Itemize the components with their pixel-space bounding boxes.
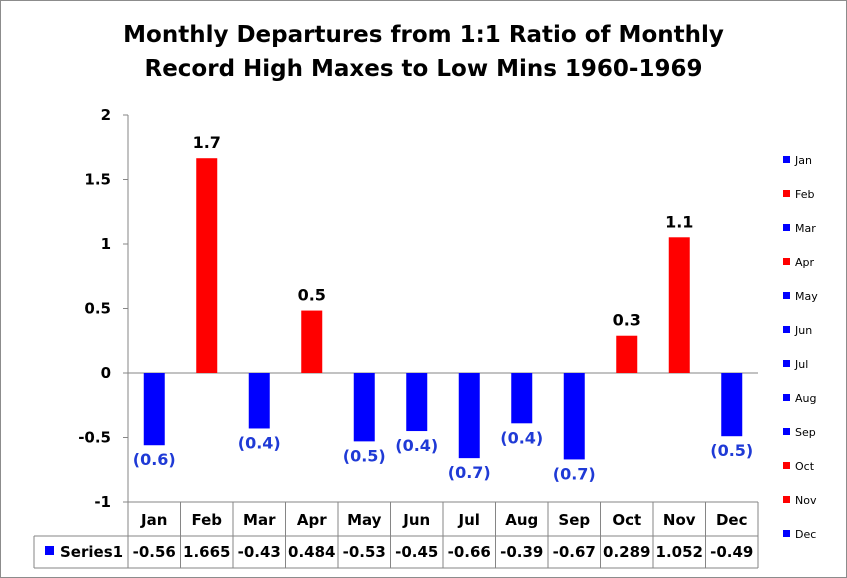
data-label: (0.4) (500, 428, 543, 447)
category-label: Mar (243, 511, 276, 529)
data-label: 1.1 (665, 212, 693, 231)
table-value: -0.56 (133, 543, 176, 561)
bar-mar (248, 373, 270, 429)
legend-entry: Jun (794, 324, 812, 337)
bar-may (353, 373, 375, 442)
data-label: (0.4) (395, 436, 438, 455)
y-tick-label: 2 (101, 106, 111, 124)
legend-entry: Aug (795, 392, 816, 405)
bar-oct (616, 335, 638, 373)
legend-swatch (783, 292, 790, 299)
legend-entry: Mar (795, 222, 816, 235)
data-label: (0.5) (710, 441, 753, 460)
table-value: 1.052 (656, 543, 703, 561)
legend-entry: Jan (794, 154, 812, 167)
data-label: (0.4) (238, 433, 281, 452)
table-value: 0.289 (603, 543, 650, 561)
bar-feb (196, 158, 218, 373)
legend-entry: Oct (795, 460, 815, 473)
legend-swatch (783, 360, 790, 367)
bar-apr (301, 310, 323, 373)
category-label: Jun (402, 511, 430, 529)
data-label: 0.5 (298, 286, 326, 305)
y-tick-label: -0.5 (78, 429, 111, 447)
series-name: Series1 (60, 543, 123, 561)
category-label: Sep (558, 511, 590, 529)
bar-nov (668, 237, 690, 373)
legend-swatch (783, 258, 790, 265)
category-label: Dec (716, 511, 748, 529)
table-value: -0.49 (710, 543, 753, 561)
y-tick-label: 1.5 (84, 171, 111, 189)
category-label: Jan (140, 511, 167, 529)
y-tick-label: 0 (101, 364, 111, 382)
table-value: 1.665 (183, 543, 230, 561)
category-label: Apr (297, 511, 327, 529)
table-value: 0.484 (288, 543, 335, 561)
data-label: (0.7) (448, 463, 491, 482)
data-label: (0.7) (553, 464, 596, 483)
data-label: 0.3 (613, 311, 641, 330)
category-label: Nov (663, 511, 696, 529)
legend-swatch (783, 428, 790, 435)
legend-swatch (783, 496, 790, 503)
legend-entry: Nov (795, 494, 817, 507)
legend-swatch (783, 326, 790, 333)
table-value: -0.45 (395, 543, 438, 561)
legend-swatch (783, 224, 790, 231)
table-value: -0.67 (553, 543, 596, 561)
data-label: (0.6) (133, 450, 176, 469)
bar-jan (143, 373, 165, 446)
category-label: Feb (191, 511, 222, 529)
legend-swatch (783, 462, 790, 469)
table-value: -0.43 (238, 543, 281, 561)
legend-swatch (783, 190, 790, 197)
series-key-swatch (45, 546, 54, 555)
y-tick-label: 1 (101, 235, 111, 253)
legend-entry: May (795, 290, 818, 303)
y-tick-label: -1 (94, 493, 111, 511)
bar-jun (406, 373, 428, 432)
legend-entry: Jul (794, 358, 808, 371)
legend-swatch (783, 394, 790, 401)
data-label: (0.5) (343, 446, 386, 465)
category-label: Aug (505, 511, 538, 529)
legend-entry: Dec (795, 528, 816, 541)
category-label: May (347, 511, 382, 529)
legend-swatch (783, 156, 790, 163)
category-label: Oct (612, 511, 641, 529)
chart-title-line-1: Monthly Departures from 1:1 Ratio of Mon… (123, 22, 724, 48)
chart-title: Monthly Departures from 1:1 Ratio of Mon… (0, 18, 847, 86)
table-value: -0.53 (343, 543, 386, 561)
category-label: Jul (458, 511, 480, 529)
bar-aug (511, 373, 533, 424)
bar-dec (721, 373, 743, 437)
table-value: -0.39 (500, 543, 543, 561)
chart-title-line-2: Record High Maxes to Low Mins 1960-1969 (144, 56, 703, 82)
legend-entry: Feb (795, 188, 814, 201)
legend-entry: Sep (795, 426, 816, 439)
bar-sep (563, 373, 585, 460)
bar-jul (458, 373, 480, 459)
data-label: 1.7 (193, 133, 221, 152)
legend-entry: Apr (795, 256, 815, 269)
y-tick-label: 0.5 (84, 300, 111, 318)
table-value: -0.66 (448, 543, 491, 561)
legend-swatch (783, 530, 790, 537)
